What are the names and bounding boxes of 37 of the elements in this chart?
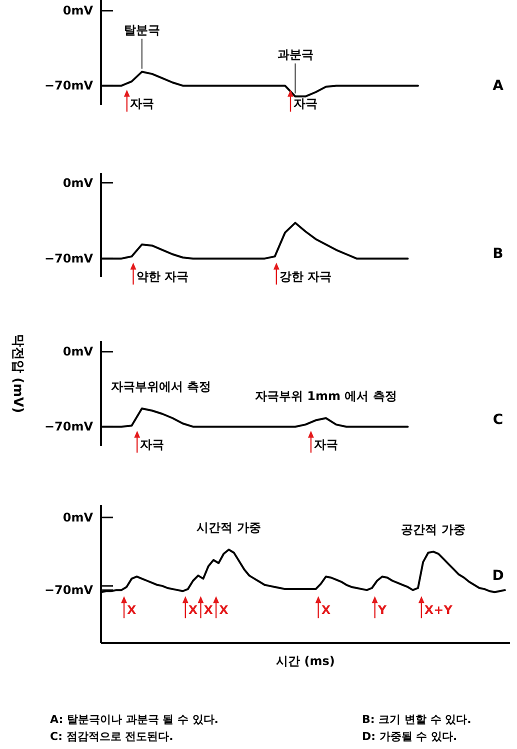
x-tick-label: 강한 자극 — [279, 270, 332, 284]
x-tick-label: 자극 — [314, 438, 338, 452]
x-tick-label: 약한 자극 — [136, 270, 188, 284]
y-tick-label: 0mV — [62, 344, 94, 359]
x-tick-label: X — [321, 603, 332, 618]
y-tick-label: 0mV — [62, 510, 94, 524]
annotation: 시간적 가중 — [196, 520, 261, 535]
y-tick-label: −70mV — [44, 420, 94, 434]
x-tick-label: 자극 — [140, 438, 164, 452]
text: C: 점감적으로 전도된다. — [50, 730, 174, 743]
x-axis-title: 시간 (ms) — [276, 654, 335, 668]
text: A: 탈분극이나 과분극 될 수 있다. — [50, 713, 218, 726]
x-tick-label: X — [219, 603, 230, 618]
annotation: 과분극 — [277, 47, 314, 62]
x-tick-label: X+Y — [424, 603, 453, 618]
y-axis-title: 막전압 (mV) — [10, 334, 25, 414]
text: B: 크기 변할 수 있다. — [362, 713, 472, 726]
annotation: 자극부위 1mm 에서 측정 — [255, 389, 397, 404]
y-tick-label: −70mV — [44, 252, 94, 266]
text: C — [492, 412, 504, 428]
annotation: 자극부위에서 측정 — [111, 380, 212, 394]
y-tick-label: 0mV — [62, 176, 94, 190]
y-tick-label: 0mV — [62, 4, 94, 18]
text: D — [492, 568, 504, 584]
annotation: 탈분극 — [124, 22, 160, 37]
y-tick-label: −70mV — [44, 78, 94, 93]
x-tick-label: X — [188, 603, 198, 618]
y-tick-label: −70mV — [44, 583, 94, 598]
x-tick-label: 자극 — [294, 96, 318, 111]
text: B — [492, 246, 504, 262]
x-tick-label: 자극 — [130, 96, 154, 111]
x-tick-label: X — [127, 603, 138, 618]
x-tick-label: X — [204, 603, 214, 618]
x-tick-label: Y — [376, 603, 387, 618]
text: D: 가중될 수 있다. — [362, 730, 458, 743]
text: A — [492, 78, 504, 94]
annotation: 공간적 가중 — [401, 522, 466, 537]
